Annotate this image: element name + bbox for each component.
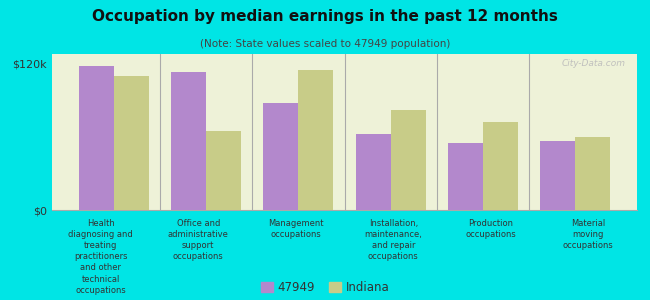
- Text: Management
occupations: Management occupations: [268, 219, 324, 239]
- Bar: [448, 143, 483, 210]
- Bar: [575, 137, 610, 210]
- Text: Installation,
maintenance,
and repair
occupations: Installation, maintenance, and repair oc…: [364, 219, 423, 261]
- Text: City-Data.com: City-Data.com: [562, 59, 625, 68]
- Text: Production
occupations: Production occupations: [465, 219, 516, 239]
- Bar: [483, 122, 518, 210]
- Text: Material
moving
occupations: Material moving occupations: [563, 219, 614, 250]
- Text: Health
diagnosing and
treating
practitioners
and other
technical
occupations: Health diagnosing and treating practitio…: [68, 219, 133, 295]
- Bar: [356, 134, 391, 210]
- Text: Occupation by median earnings in the past 12 months: Occupation by median earnings in the pas…: [92, 9, 558, 24]
- Bar: [171, 72, 206, 210]
- Bar: [206, 131, 241, 210]
- Bar: [298, 70, 333, 210]
- Bar: [263, 103, 298, 210]
- Bar: [114, 76, 149, 210]
- Bar: [540, 140, 575, 210]
- Text: (Note: State values scaled to 47949 population): (Note: State values scaled to 47949 popu…: [200, 39, 450, 49]
- Text: Office and
administrative
support
occupations: Office and administrative support occupa…: [168, 219, 229, 261]
- Bar: [391, 110, 426, 210]
- Bar: [79, 66, 114, 210]
- Legend: 47949, Indiana: 47949, Indiana: [261, 281, 389, 294]
